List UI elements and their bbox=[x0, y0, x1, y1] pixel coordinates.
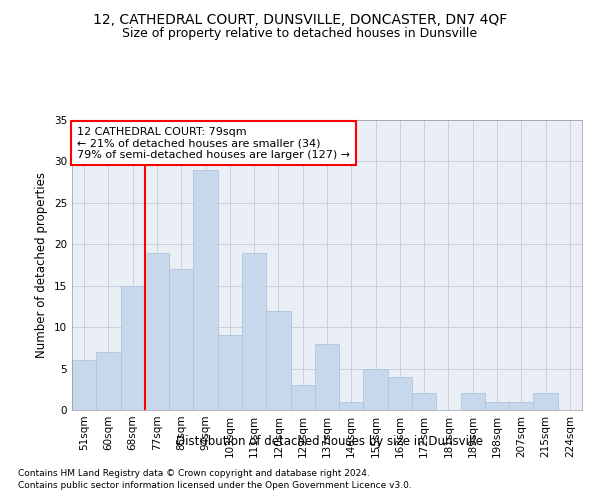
Bar bbox=[72, 360, 96, 410]
Text: Size of property relative to detached houses in Dunsville: Size of property relative to detached ho… bbox=[122, 28, 478, 40]
Bar bbox=[121, 286, 145, 410]
Text: Contains public sector information licensed under the Open Government Licence v3: Contains public sector information licen… bbox=[18, 481, 412, 490]
Bar bbox=[461, 394, 485, 410]
Text: 12, CATHEDRAL COURT, DUNSVILLE, DONCASTER, DN7 4QF: 12, CATHEDRAL COURT, DUNSVILLE, DONCASTE… bbox=[93, 12, 507, 26]
Bar bbox=[388, 377, 412, 410]
Bar bbox=[339, 402, 364, 410]
Bar bbox=[145, 252, 169, 410]
Bar bbox=[266, 310, 290, 410]
Bar bbox=[533, 394, 558, 410]
Text: 12 CATHEDRAL COURT: 79sqm
← 21% of detached houses are smaller (34)
79% of semi-: 12 CATHEDRAL COURT: 79sqm ← 21% of detac… bbox=[77, 126, 350, 160]
Text: Distribution of detached houses by size in Dunsville: Distribution of detached houses by size … bbox=[176, 434, 484, 448]
Bar bbox=[412, 394, 436, 410]
Bar bbox=[509, 402, 533, 410]
Text: Contains HM Land Registry data © Crown copyright and database right 2024.: Contains HM Land Registry data © Crown c… bbox=[18, 468, 370, 477]
Bar bbox=[364, 368, 388, 410]
Y-axis label: Number of detached properties: Number of detached properties bbox=[35, 172, 49, 358]
Bar bbox=[169, 269, 193, 410]
Bar bbox=[315, 344, 339, 410]
Bar bbox=[290, 385, 315, 410]
Bar bbox=[218, 336, 242, 410]
Bar bbox=[193, 170, 218, 410]
Bar bbox=[242, 252, 266, 410]
Bar bbox=[96, 352, 121, 410]
Bar bbox=[485, 402, 509, 410]
